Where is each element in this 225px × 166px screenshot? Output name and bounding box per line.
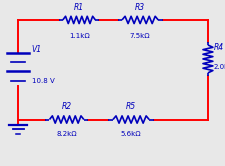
Text: R5: R5 (126, 102, 135, 111)
Text: 10.8 V: 10.8 V (32, 78, 54, 84)
Text: R4: R4 (213, 43, 223, 52)
Text: 8.2kΩ: 8.2kΩ (56, 131, 77, 137)
Text: R2: R2 (61, 102, 71, 111)
Text: V1: V1 (32, 45, 42, 54)
Text: R1: R1 (74, 3, 84, 12)
Text: 2.0kΩ: 2.0kΩ (213, 64, 225, 70)
Text: 5.6kΩ: 5.6kΩ (120, 131, 141, 137)
Text: 7.5kΩ: 7.5kΩ (129, 33, 150, 39)
Text: 1.1kΩ: 1.1kΩ (68, 33, 89, 39)
Text: R3: R3 (135, 3, 144, 12)
